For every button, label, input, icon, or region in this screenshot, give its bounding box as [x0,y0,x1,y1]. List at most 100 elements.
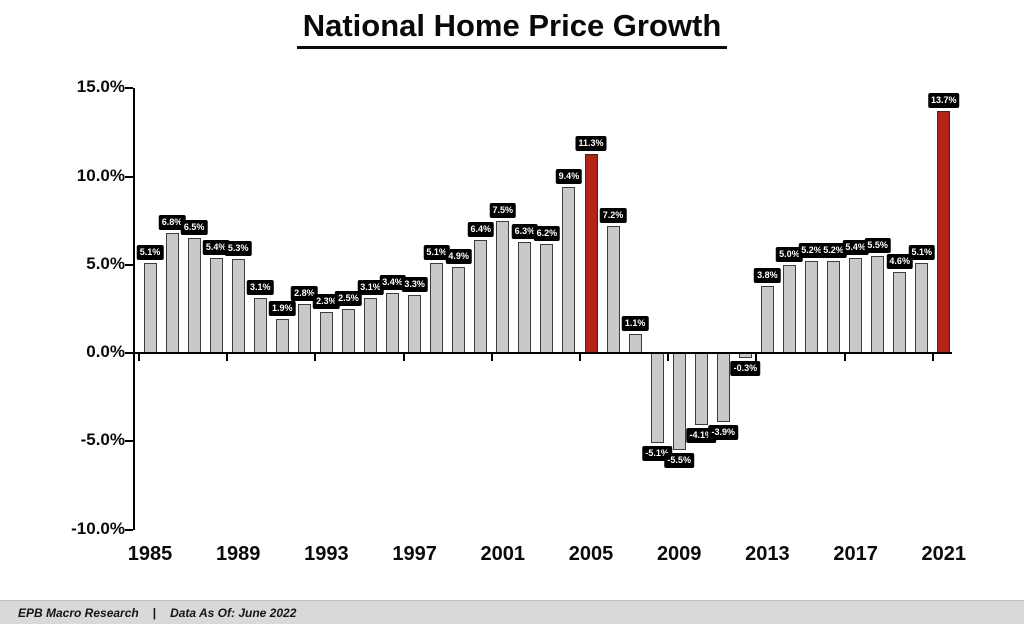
bar-1994 [341,308,355,353]
y-tick--10 [125,528,133,531]
bar-2011 [716,353,730,422]
bar-label-2019: 4.6% [886,253,913,269]
x-year-label-2013: 2013 [745,543,790,565]
bar-label-2002: 6.3% [511,223,539,239]
y-axis-line [133,88,135,530]
bar-label-1996: 3.4% [379,274,406,290]
bar-1997 [408,294,422,353]
bar-label-1985: 5.1% [136,244,164,260]
bar-2000 [474,240,488,353]
bar-label-2020: 5.1% [908,244,936,260]
x-tick-0 [137,354,140,361]
bar-2019 [893,271,907,353]
bar-2020 [915,262,929,353]
bar-label-2016: 5.2% [820,243,847,259]
bar-label-1986: 6.8% [158,214,186,230]
bar-2010 [694,353,708,426]
bar-2005 [584,153,598,353]
bar-1992 [297,303,311,353]
bar-label-2014: 5.0% [776,246,803,262]
bar-label-1991: 1.9% [269,301,296,317]
bar-2013 [760,285,774,353]
y-tick-15 [125,87,133,90]
bar-1999 [452,266,466,353]
bar-label-2013: 3.8% [754,267,781,283]
bar-2016 [827,261,841,353]
bar-label-1997: 3.3% [401,276,428,292]
x-tick-1 [226,354,229,361]
bar-1993 [319,312,333,353]
bar-label-2012: -0.3% [730,361,761,377]
bar-label-1988: 5.4% [202,239,230,255]
bar-label-2009: -5.5% [664,453,694,469]
bar-2018 [871,255,885,353]
bar-1989 [231,259,245,353]
x-tick-3 [402,354,405,361]
bar-2004 [562,187,576,353]
bar-label-1993: 2.3% [313,294,340,310]
bar-1985 [143,262,157,353]
bar-2017 [849,257,863,353]
y-tick-10 [125,175,133,178]
x-tick-9 [931,354,934,361]
x-year-label-2021: 2021 [921,543,967,565]
x-year-label-1993: 1993 [304,543,349,565]
x-year-label-2005: 2005 [568,543,614,565]
bar-2021 [937,111,951,353]
x-year-label-2001: 2001 [480,543,526,565]
chart-title: National Home Price Growth [296,8,728,50]
bar-label-2003: 6.2% [533,225,561,241]
bar-label-2018: 5.5% [864,237,891,253]
footer-asof: Data As Of: June 2022 [170,605,297,620]
bar-label-2017: 5.4% [842,239,869,255]
bar-2003 [540,243,554,353]
bar-2006 [606,225,620,353]
bar-1996 [386,292,400,353]
x-tick-4 [490,354,493,361]
y-tick-label-0: 0.0% [86,342,125,361]
bar-label-1987: 6.5% [180,220,208,236]
bar-2007 [628,333,642,353]
bar-label-2001: 7.5% [489,202,517,218]
bar-label-2011: -3.9% [708,424,739,440]
bar-1998 [430,262,444,353]
footer-bar: EPB Macro Research | Data As Of: June 20… [0,600,1024,624]
bar-2009 [672,353,686,451]
bar-label-2007: 1.1% [621,315,649,331]
x-year-label-2009: 2009 [656,543,702,565]
bar-2014 [782,264,796,353]
y-tick-label-10: 10.0% [76,165,125,185]
bar-1995 [364,298,377,353]
bar-1991 [275,319,289,353]
x-tick-8 [843,354,846,361]
x-tick-6 [667,354,670,361]
bar-label-1990: 3.1% [246,280,274,296]
bar-1986 [165,232,179,353]
x-tick-2 [314,354,317,361]
bar-1990 [253,298,267,353]
title-wrap: National Home Price Growth [0,8,1024,50]
x-year-label-1985: 1985 [127,543,173,565]
bar-2015 [805,261,818,353]
footer-source: EPB Macro Research [18,605,139,620]
bar-2001 [496,220,510,353]
y-tick-0 [125,352,133,354]
bar-label-2015: 5.2% [798,243,825,259]
bar-2008 [650,353,664,443]
y-tick-label--5: -5.0% [80,430,125,450]
bar-label-1989: 5.3% [224,241,252,257]
y-tick--5 [125,440,133,443]
x-tick-7 [755,354,758,361]
bar-label-2005: 11.3% [575,135,607,151]
bar-label-1994: 2.5% [335,290,362,306]
bar-label-1998: 5.1% [423,244,450,260]
y-tick-label--10: -10.0% [71,518,125,538]
x-tick-5 [578,354,581,361]
bar-label-2000: 6.4% [467,222,495,238]
bar-label-2004: 9.4% [555,169,583,185]
bar-label-1992: 2.8% [291,285,318,301]
footer-separator: | [152,605,157,620]
x-year-label-1997: 1997 [392,543,437,565]
